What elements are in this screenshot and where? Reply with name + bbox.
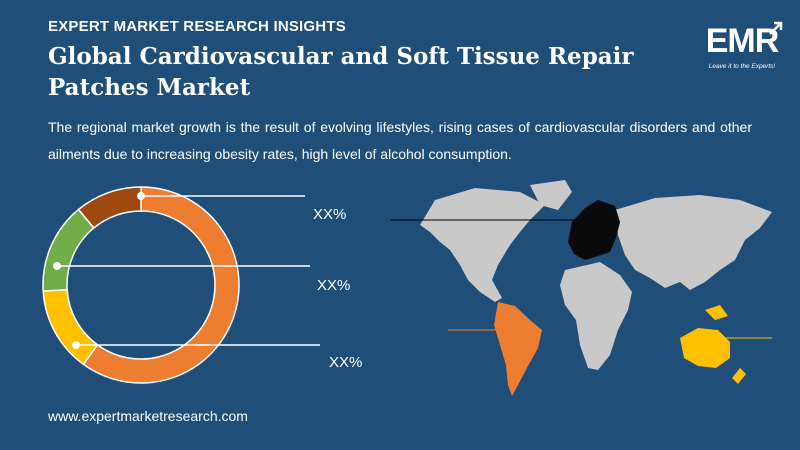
donut-slice-2 xyxy=(42,288,99,366)
donut-slices xyxy=(42,186,240,384)
map-latin-america xyxy=(494,302,542,396)
callout-dot-1 xyxy=(137,192,145,200)
emr-logo: EMR Leave it to the Experts! xyxy=(700,20,784,74)
callout-label-2: XX% xyxy=(317,277,350,294)
map-europe xyxy=(568,200,620,260)
arrow-up-right-icon xyxy=(769,21,783,35)
map-africa xyxy=(560,262,632,370)
logo-tagline: Leave it to the Experts! xyxy=(708,63,776,70)
callout-dot-3 xyxy=(72,341,80,349)
map-asia-pacific xyxy=(680,328,730,368)
callout-lines xyxy=(53,192,320,349)
website-link[interactable]: www.expertmarketresearch.com xyxy=(48,408,248,424)
logo-text: EMR xyxy=(705,22,780,60)
kicker-heading: EXPERT MARKET RESEARCH INSIGHTS xyxy=(48,18,346,35)
map-islands xyxy=(705,305,728,320)
callout-dot-2 xyxy=(53,262,61,270)
callout-label-1: XX% xyxy=(313,206,346,223)
map-asia xyxy=(615,195,772,290)
map-north-america xyxy=(420,188,545,302)
donut-slice-1 xyxy=(82,186,240,384)
map-new-zealand xyxy=(732,368,746,384)
map-greenland xyxy=(530,180,572,210)
donut-slice-3 xyxy=(42,208,95,292)
description-text: The regional market growth is the result… xyxy=(48,119,752,162)
world-map xyxy=(390,180,772,396)
donut-slice-4 xyxy=(77,186,142,230)
page-title: Global Cardiovascular and Soft Tissue Re… xyxy=(48,43,634,101)
donut-chart: XX% XX% XX% xyxy=(42,186,362,384)
callout-label-3: XX% xyxy=(329,354,362,371)
